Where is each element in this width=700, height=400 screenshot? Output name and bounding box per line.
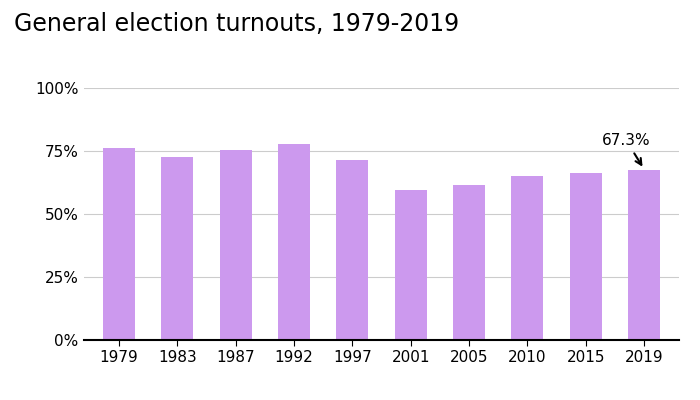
Bar: [161, 157, 193, 340]
Bar: [336, 160, 368, 340]
Text: 67.3%: 67.3%: [602, 133, 651, 165]
Bar: [103, 148, 135, 340]
Bar: [395, 190, 427, 340]
Bar: [220, 150, 252, 340]
Bar: [628, 170, 660, 340]
Bar: [278, 144, 310, 340]
Bar: [511, 176, 543, 340]
Bar: [453, 185, 485, 340]
Bar: [570, 174, 602, 340]
Text: General election turnouts, 1979-2019: General election turnouts, 1979-2019: [14, 12, 459, 36]
